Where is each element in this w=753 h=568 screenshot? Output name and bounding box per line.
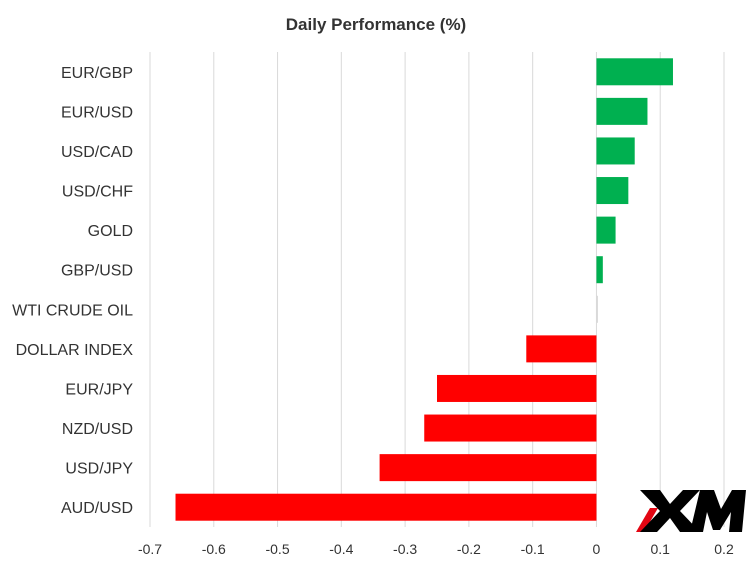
bar	[596, 58, 673, 86]
category-label: USD/JPY	[65, 461, 133, 478]
category-label: USD/CHF	[62, 184, 133, 201]
x-tick-label: 0.2	[714, 541, 734, 557]
xm-logo	[636, 490, 746, 532]
x-tick-label: 0.1	[650, 541, 670, 557]
bars	[175, 58, 673, 521]
xm-logo-accent	[636, 508, 658, 532]
bar	[175, 493, 597, 521]
x-tick-label: -0.2	[457, 541, 481, 557]
bar	[596, 256, 603, 284]
x-tick-label: -0.1	[521, 541, 545, 557]
x-tick-label: -0.5	[265, 541, 289, 557]
x-tick-label: -0.7	[138, 541, 162, 557]
category-label: USD/CAD	[61, 144, 133, 161]
category-label: NZD/USD	[62, 421, 133, 438]
xm-logo-x-letter	[640, 490, 700, 532]
category-label: GBP/USD	[61, 263, 133, 280]
category-label: GOLD	[88, 223, 133, 240]
gridlines	[149, 52, 725, 527]
x-tick-label: 0	[593, 541, 601, 557]
x-tick-label: -0.4	[329, 541, 353, 557]
bar	[379, 454, 597, 482]
bar	[596, 295, 598, 323]
bar	[596, 97, 648, 125]
category-label: EUR/JPY	[65, 381, 133, 398]
chart-title: Daily Performance (%)	[286, 15, 466, 34]
category-label: DOLLAR INDEX	[16, 342, 134, 359]
x-tick-label: -0.3	[393, 541, 417, 557]
bar	[596, 177, 629, 205]
category-label: AUD/USD	[61, 500, 133, 517]
bar	[596, 216, 616, 244]
x-tick-label: -0.6	[202, 541, 226, 557]
bar	[526, 335, 597, 363]
bar	[437, 374, 597, 402]
bar	[596, 137, 635, 165]
category-label: WTI CRUDE OIL	[12, 302, 133, 319]
category-label: EUR/GBP	[61, 65, 133, 82]
xm-logo-m-letter	[690, 490, 746, 532]
bar	[424, 414, 597, 442]
x-axis-ticks: -0.7 -0.6 -0.5 -0.4 -0.3 -0.2 -0.1 0 0.1 0.2	[138, 541, 734, 557]
category-labels: EUR/GBP EUR/USD USD/CAD USD/CHF GOLD GBP/USD W…	[12, 65, 133, 517]
category-label: EUR/USD	[61, 104, 133, 121]
